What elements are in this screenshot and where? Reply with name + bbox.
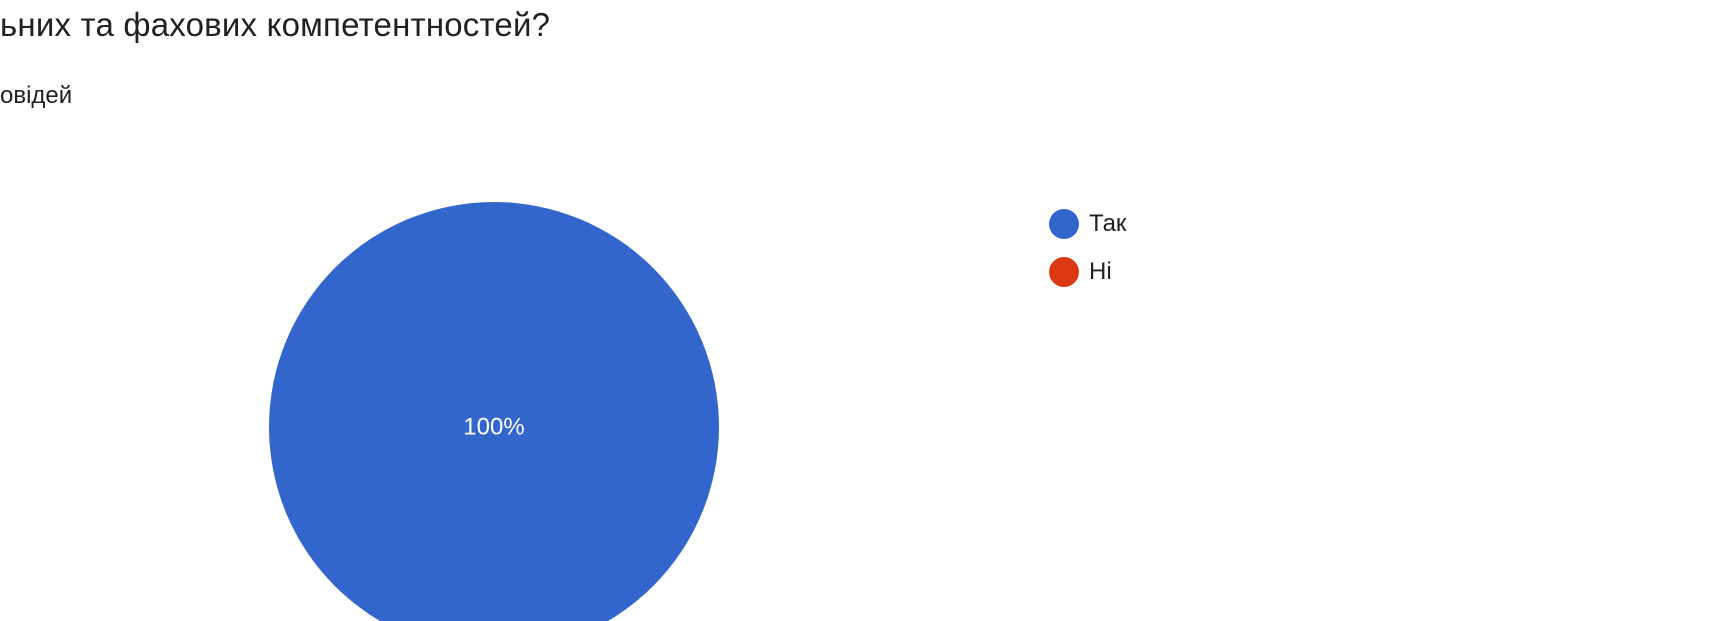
pie-slice-label-1: 100% bbox=[463, 414, 524, 441]
response-count: овідей bbox=[0, 82, 73, 109]
legend-label: Ні bbox=[1089, 258, 1112, 285]
legend-swatch-icon bbox=[1049, 209, 1079, 239]
chart-legend: Так Ні bbox=[1049, 200, 1126, 296]
legend-item-2: Ні bbox=[1049, 248, 1126, 296]
pie-slice-1 bbox=[269, 202, 719, 621]
pie-slices bbox=[269, 202, 719, 621]
pie-labels: 100% bbox=[463, 414, 524, 441]
legend-label: Так bbox=[1089, 210, 1127, 237]
legend-swatch-icon bbox=[1049, 257, 1079, 287]
legend-item-1: Так bbox=[1049, 200, 1126, 248]
question-title: ьних та фахових компетентностей? bbox=[0, 6, 551, 43]
